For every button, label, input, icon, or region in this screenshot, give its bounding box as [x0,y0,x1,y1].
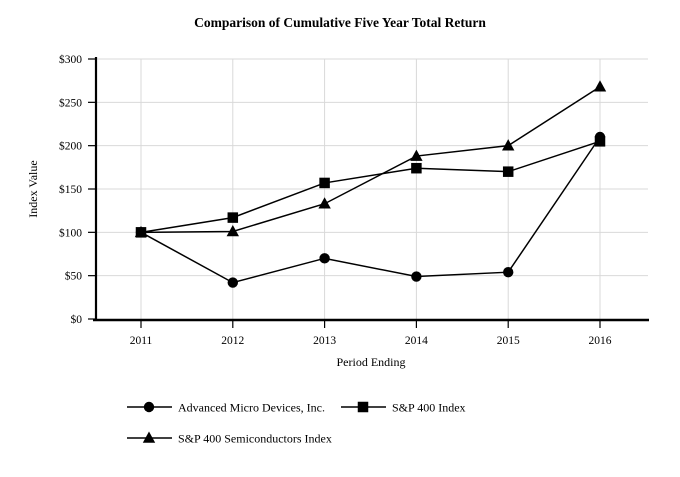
legend-label: S&P 400 Semiconductors Index [178,432,332,446]
data-point-triangle [593,80,607,92]
legend-marker-triangle [142,431,156,443]
legend: Advanced Micro Devices, Inc. S&P 400 Inde… [127,401,466,446]
y-tick-label: $150 [59,183,82,196]
legend-label: Advanced Micro Devices, Inc. [178,401,325,415]
data-point-square [594,136,606,147]
x-tick-label: 2012 [221,335,244,347]
y-tick-label: $0 [71,313,83,326]
data-point-triangle [318,197,331,209]
data-point-triangle [134,225,148,238]
tick-marks-layer [88,58,601,328]
data-point-circle [503,267,514,278]
data-point-triangle [502,139,515,151]
x-tick-label: 2013 [313,335,336,347]
data-point-triangle [226,224,239,237]
legend-marker-square [357,401,369,413]
data-point-triangle [410,149,423,161]
x-tick-label: 2015 [497,335,520,347]
x-tick-label: 2016 [589,335,612,347]
data-point-square [319,177,330,189]
x-tick-label: 2014 [405,335,428,347]
series-line-2 [140,140,601,234]
legend-marker-circle [143,401,155,413]
y-tick-label: $200 [59,140,82,153]
y-tick-label: $250 [59,96,82,109]
data-series-layer [134,80,607,288]
data-point-square [502,166,514,177]
tick-labels-layer: $0 $50 $100 $150 $200 $250 $300 2011 2012 2013 201… [59,53,612,347]
legend-item: S&P 400 Semiconductors Index [127,431,332,446]
legend-item: Advanced Micro Devices, Inc. [127,401,325,415]
x-axis-title: Period Ending [337,355,406,369]
legend-label: S&P 400 Index [392,401,466,415]
y-tick-label: $300 [59,53,82,66]
data-point-square [411,162,422,174]
data-point-circle [227,277,238,288]
x-tick-label: 2011 [130,335,153,347]
y-axis-title: Index Value [26,160,40,217]
series-line-3 [140,86,601,234]
data-point-circle [411,271,422,282]
chart-title: Comparison of Cumulative Five Year Total… [194,15,486,30]
data-point-square [227,212,239,223]
legend-item: S&P 400 Index [341,401,466,415]
gridlines-layer [96,58,648,319]
data-point-circle [319,253,330,264]
y-tick-label: $100 [59,226,82,239]
y-tick-label: $50 [65,270,83,283]
series-line-1 [140,136,601,284]
